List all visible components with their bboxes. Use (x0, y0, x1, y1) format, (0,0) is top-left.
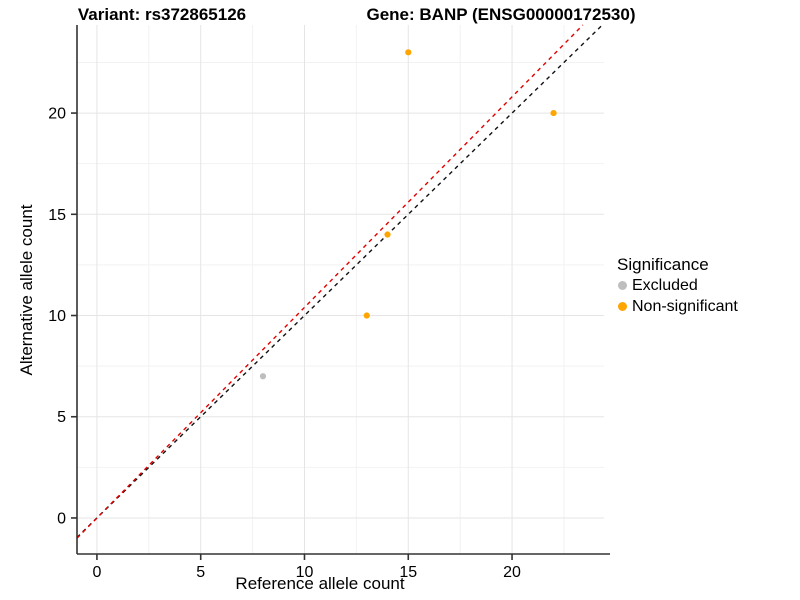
y-tick-label-10: 10 (48, 308, 66, 325)
x-tick-label-15: 15 (399, 564, 417, 581)
legend-label-non-significant: Non-significant (632, 297, 738, 315)
data-point-non-significant (405, 49, 412, 56)
legend-label-excluded: Excluded (632, 276, 698, 294)
x-tick-label-10: 10 (296, 564, 314, 581)
identity-line (76, 24, 603, 538)
data-point-non-significant (550, 109, 557, 117)
x-tick-label-5: 5 (196, 564, 205, 581)
legend: Significance Excluded Non-significant (612, 255, 738, 317)
expected-ratio-line (76, 24, 584, 539)
variant-title: Variant: rs372865126 (77, 5, 247, 24)
legend-dot-excluded (618, 281, 627, 290)
legend-items: Excluded Non-significant (612, 275, 738, 317)
legend-title: Significance (617, 255, 709, 274)
y-tick-label-5: 5 (57, 409, 66, 426)
y-tick-label-0: 0 (57, 510, 66, 527)
x-tick-label-20: 20 (503, 564, 521, 581)
data-point-non-significant (363, 312, 370, 319)
y-tick-label-20: 20 (48, 106, 66, 123)
y-axis-label: Alternative allele count (17, 204, 36, 376)
legend-item-excluded: Excluded (612, 275, 738, 296)
legend-item-non-significant: Non-significant (612, 296, 738, 317)
legend-dot-non-significant (618, 302, 627, 311)
data-point-non-significant (384, 231, 391, 238)
x-axis-label: Reference allele count (235, 574, 405, 593)
x-tick-label-0: 0 (92, 564, 101, 581)
y-tick-label-15: 15 (48, 207, 66, 224)
gene-title: Gene: BANP (ENSG00000172530) (366, 5, 636, 24)
data-point-excluded (259, 373, 267, 380)
